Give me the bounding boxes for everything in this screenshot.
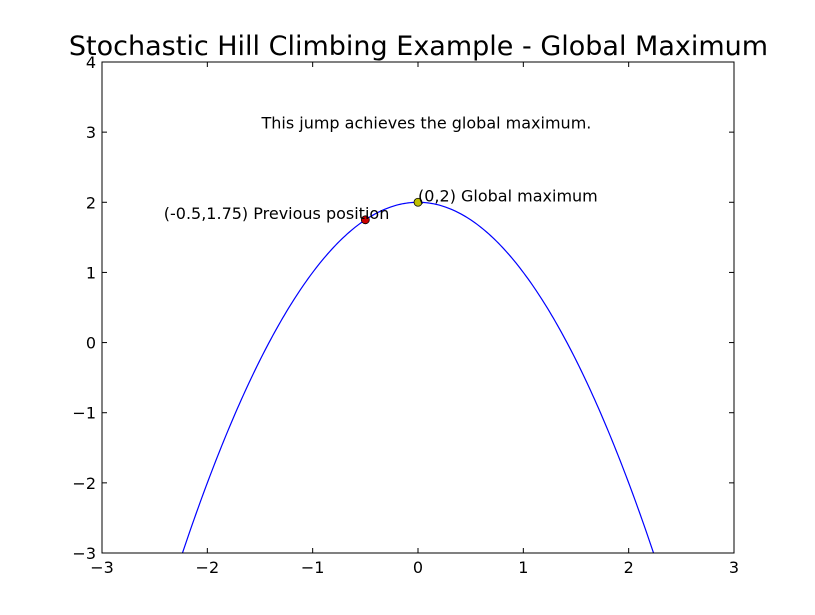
point-label-1: (0,2) Global maximum — [418, 186, 598, 205]
plot-frame — [101, 61, 735, 554]
annotation-text-0: This jump achieves the global maximum. — [260, 114, 591, 133]
x-tick-label: 2 — [624, 558, 634, 577]
marker-point-0 — [360, 215, 370, 225]
y-tick-label: −2 — [72, 474, 96, 493]
plot-area: −3 −2 −1 0 1 2 3 −3 −2 −1 0 1 2 3 4 (-0.5,1.75) Previou… — [72, 53, 739, 577]
x-tick-label: 3 — [729, 558, 739, 577]
series-line-0 — [181, 201, 655, 553]
chart-title: Stochastic Hill Climbing Example - Globa… — [69, 31, 768, 62]
y-tick-label: 2 — [86, 193, 96, 212]
x-tick-label: −3 — [90, 558, 114, 577]
y-tick-label: −3 — [72, 544, 96, 563]
x-tick-label: −2 — [196, 558, 220, 577]
marker-point-1 — [413, 197, 423, 207]
y-tick-label: 0 — [86, 334, 96, 353]
x-tick-label: −1 — [301, 558, 325, 577]
x-tick-label: 1 — [518, 558, 528, 577]
x-tick-label: 0 — [413, 558, 423, 577]
y-tick-label: −1 — [72, 404, 96, 423]
y-tick-label: 1 — [86, 263, 96, 282]
y-tick-label: 4 — [86, 53, 96, 72]
y-tick-label: 3 — [86, 123, 96, 142]
point-label-0: (-0.5,1.75) Previous position — [164, 204, 390, 223]
